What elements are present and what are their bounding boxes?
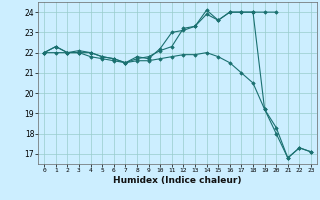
X-axis label: Humidex (Indice chaleur): Humidex (Indice chaleur) — [113, 176, 242, 185]
